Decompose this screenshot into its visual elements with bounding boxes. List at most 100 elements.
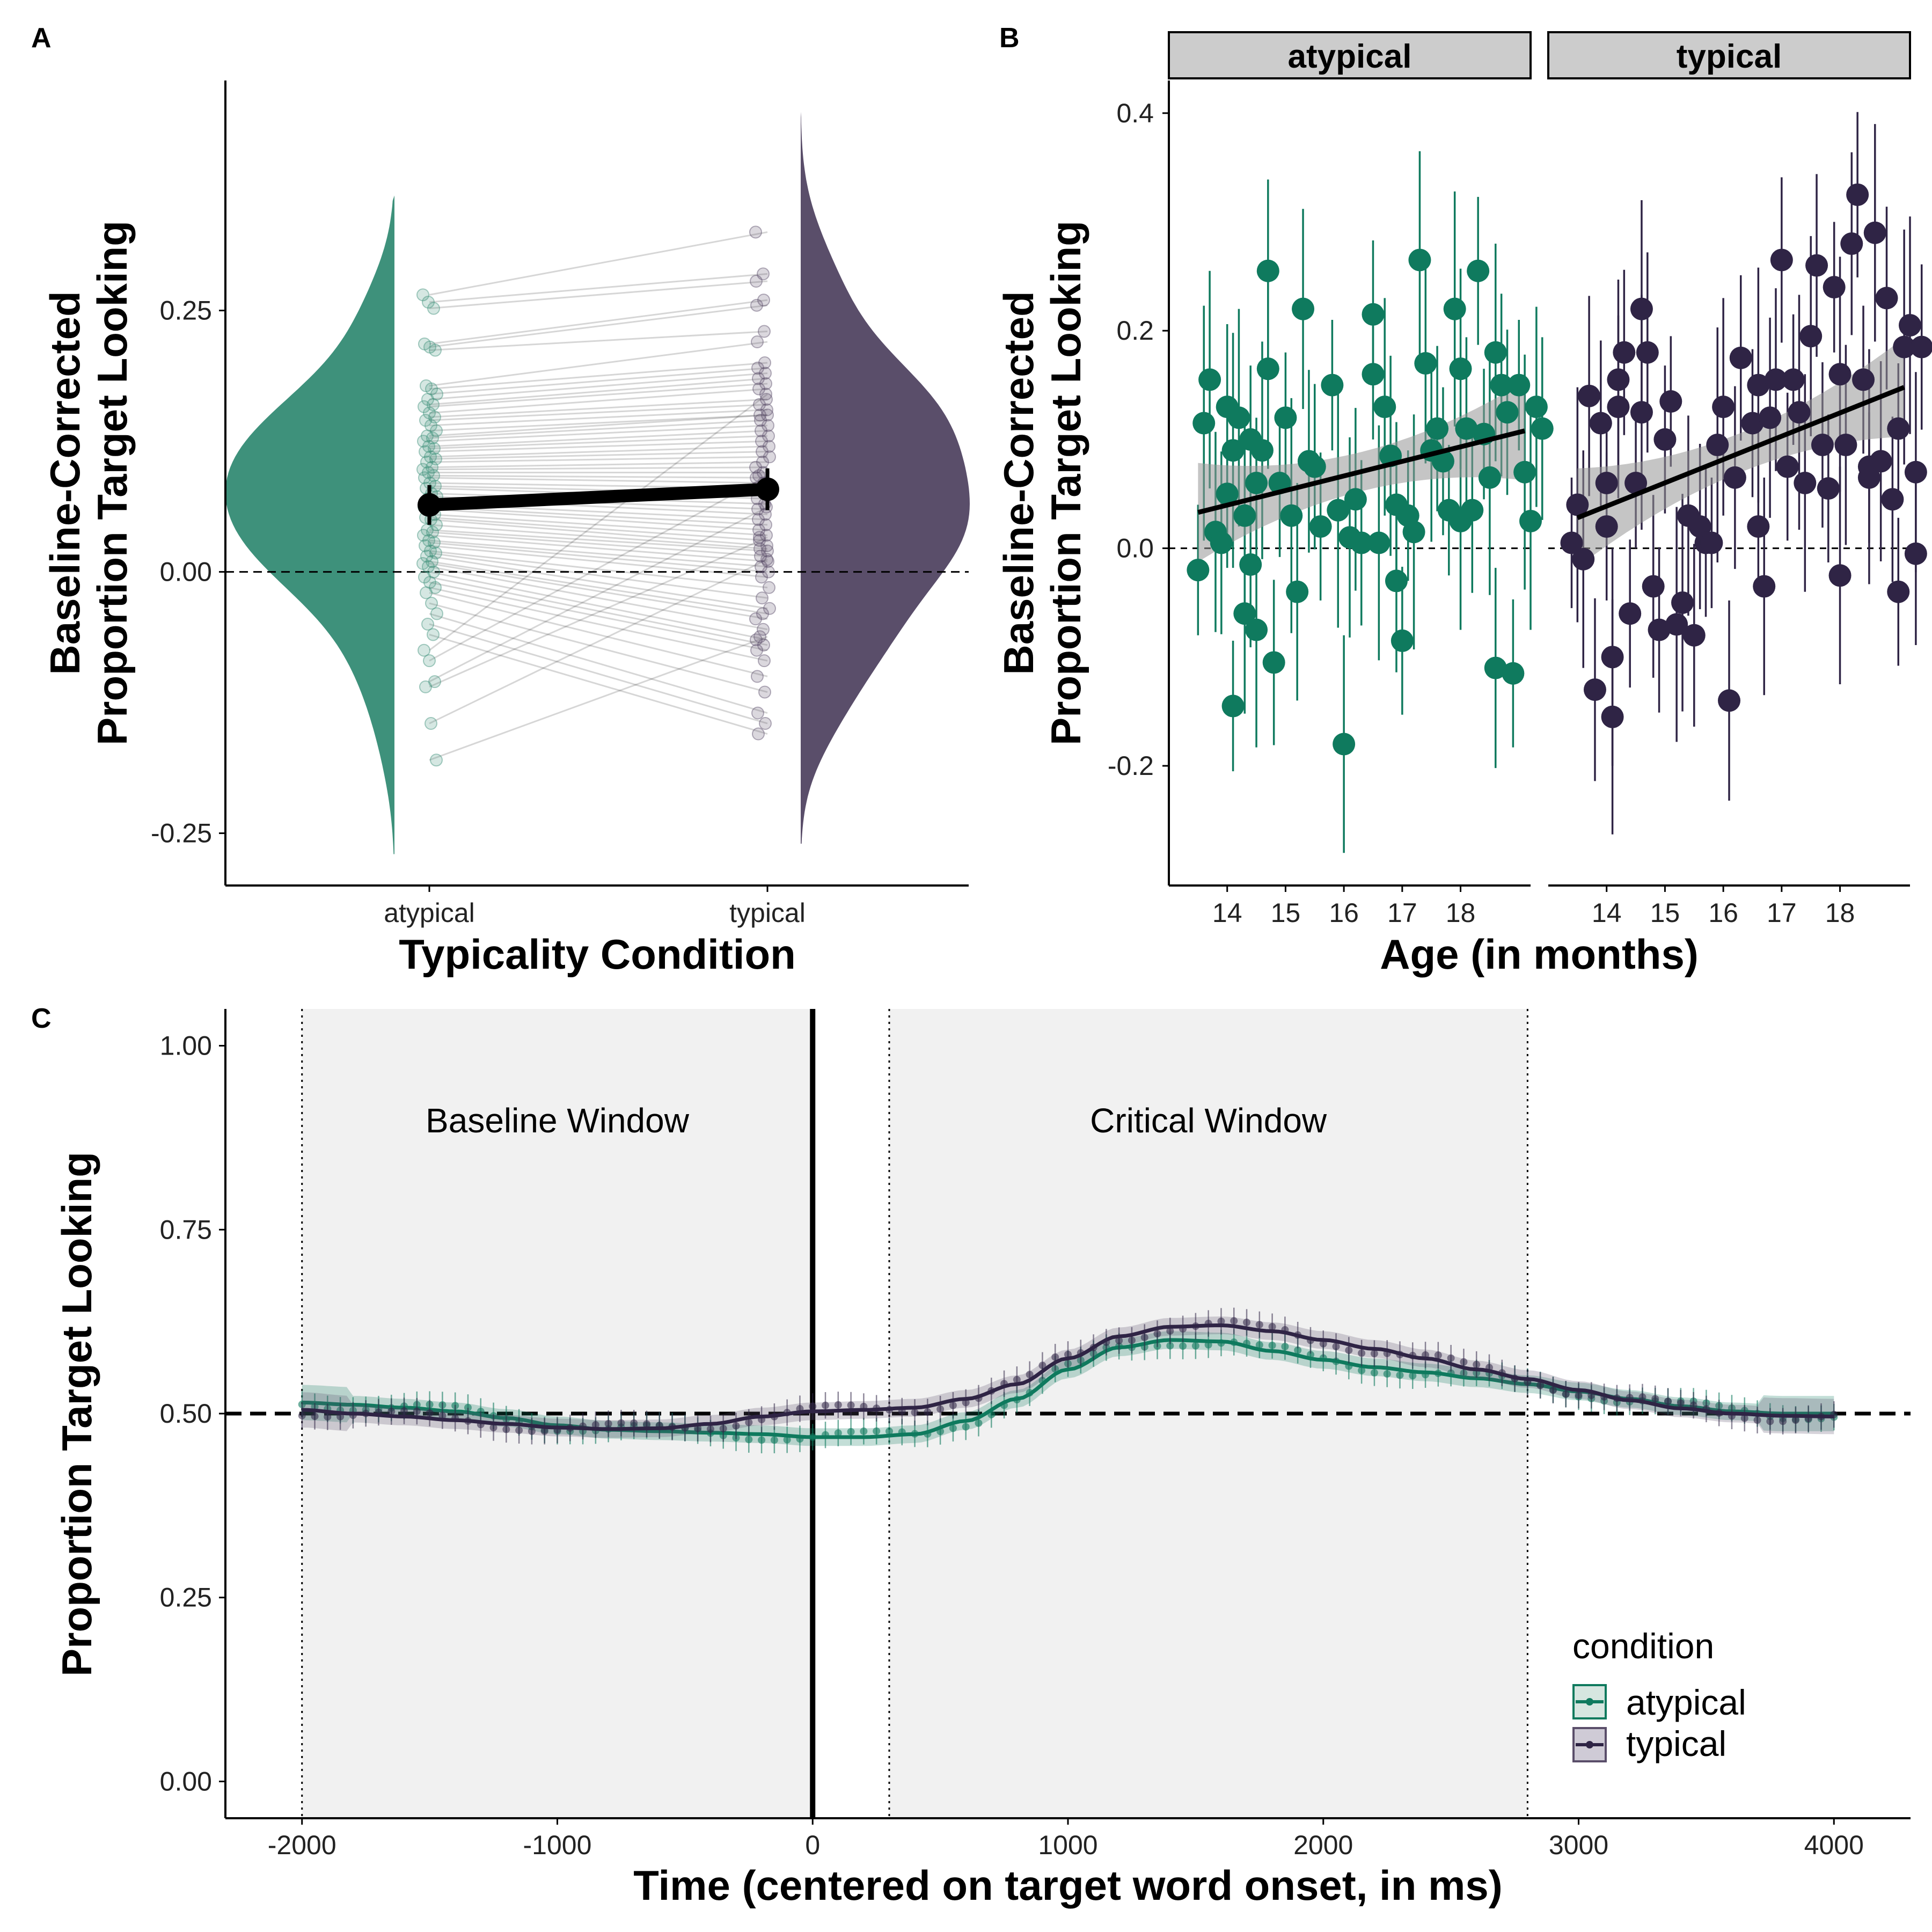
subject-point-atypical: [426, 555, 438, 568]
observed-point-typical: [1664, 1397, 1672, 1406]
data-point-atypical: [1250, 439, 1274, 462]
observed-point-typical: [1358, 1349, 1366, 1357]
subject-point-atypical: [419, 539, 431, 552]
observed-point-typical: [745, 1418, 753, 1426]
data-point-typical: [1910, 335, 1932, 358]
data-point-typical: [1881, 488, 1904, 511]
subject-point-typical: [759, 717, 772, 730]
data-point-atypical: [1256, 259, 1279, 282]
data-point-typical: [1828, 564, 1851, 587]
subject-point-typical: [760, 393, 773, 406]
subject-point-atypical: [422, 295, 435, 309]
subject-point-typical: [760, 529, 773, 542]
data-point-typical: [1700, 531, 1723, 554]
subject-point-typical: [756, 445, 769, 458]
panel-b: B atypical typical -0.20.00.20.4 14 15 16 1…: [995, 23, 1932, 978]
subject-line: [429, 536, 768, 688]
data-point-typical: [1653, 428, 1677, 451]
data-point-atypical: [1496, 401, 1519, 424]
facet-strip-atypical: [1168, 31, 1532, 79]
subject-point-typical: [762, 555, 774, 568]
facet-strip-typical: [1547, 31, 1911, 79]
observed-point-atypical: [745, 1436, 753, 1444]
subject-point-typical: [749, 225, 762, 239]
data-point-typical: [1619, 602, 1642, 625]
subject-line: [429, 516, 768, 541]
subject-point-atypical: [420, 550, 433, 563]
subject-point-typical: [763, 440, 775, 453]
panel-a-y-axis-title-line2: Proportion Target Looking: [89, 221, 136, 745]
subject-line: [429, 524, 768, 550]
subject-point-atypical: [417, 435, 430, 448]
observed-point-typical: [1230, 1317, 1238, 1325]
observed-point-atypical: [1396, 1371, 1404, 1379]
observed-point-atypical: [949, 1424, 957, 1432]
data-point-atypical: [1233, 602, 1256, 625]
subject-point-typical: [762, 419, 774, 432]
observed-point-typical: [1128, 1336, 1136, 1344]
violin-typical: [801, 112, 970, 844]
data-point-atypical: [1467, 259, 1490, 282]
subject-point-typical: [749, 612, 762, 626]
subject-point-atypical: [422, 466, 435, 479]
subject-point-atypical: [427, 302, 440, 315]
subject-line: [429, 440, 768, 453]
observed-point-typical: [1332, 1343, 1340, 1351]
subject-point-typical: [760, 553, 773, 566]
subject-line: [429, 592, 768, 677]
observed-point-typical: [719, 1424, 727, 1432]
subject-point-typical: [755, 435, 768, 448]
observed-point-atypical: [1191, 1342, 1199, 1350]
observed-point-atypical: [1383, 1370, 1391, 1378]
subject-point-atypical: [423, 576, 436, 589]
data-point-typical: [1811, 434, 1834, 457]
subject-point-typical: [757, 294, 770, 307]
subject-point-atypical: [416, 557, 429, 570]
subject-line: [429, 414, 768, 432]
observed-point-typical: [1575, 1391, 1583, 1399]
subject-line: [429, 576, 768, 646]
y-tick-label: 0.4: [1116, 98, 1154, 128]
observed-point-typical: [502, 1425, 510, 1433]
subject-line: [429, 451, 768, 460]
subject-point-atypical: [428, 536, 441, 550]
subject-line: [429, 635, 768, 761]
panel-b-x-ticks: 14 15 16 17 18 14 15 16 17 18: [1212, 885, 1855, 928]
observed-point-typical: [311, 1413, 319, 1421]
observed-point-typical: [515, 1426, 523, 1435]
data-point-atypical: [1303, 455, 1326, 478]
subject-point-typical: [758, 356, 771, 369]
observed-point-typical: [1791, 1416, 1799, 1424]
subject-line: [429, 475, 768, 662]
data-point-typical: [1601, 705, 1624, 728]
data-point-typical: [1624, 472, 1648, 494]
subject-point-typical: [752, 372, 765, 385]
subject-point-atypical: [427, 398, 440, 411]
data-point-typical: [1630, 401, 1653, 424]
observed-point-typical: [949, 1401, 957, 1409]
data-point-typical: [1799, 325, 1823, 348]
data-point-typical: [1869, 450, 1892, 473]
subject-point-typical: [758, 325, 771, 338]
panel-c-letter: C: [31, 1003, 52, 1034]
subject-point-typical: [759, 508, 772, 521]
data-point-typical: [1817, 477, 1840, 500]
observed-point-typical: [1140, 1334, 1148, 1342]
panel-a-x-axis-title: Typicality Condition: [399, 931, 796, 978]
subject-line: [429, 456, 768, 463]
subject-line: [429, 445, 768, 458]
x-tick-label: 17: [1767, 898, 1797, 928]
observed-point-typical: [1166, 1327, 1174, 1335]
subject-line: [429, 634, 768, 735]
data-point-atypical: [1385, 569, 1408, 592]
subject-point-typical: [753, 398, 766, 411]
subject-point-atypical: [420, 456, 433, 469]
subject-point-atypical: [427, 565, 440, 579]
subject-line: [429, 299, 768, 345]
subject-point-typical: [754, 550, 767, 563]
data-point-atypical: [1367, 531, 1391, 554]
x-tick-label: 15: [1271, 898, 1301, 928]
subject-line: [429, 414, 768, 437]
subject-point-typical: [750, 298, 763, 312]
data-point-atypical: [1245, 472, 1268, 494]
